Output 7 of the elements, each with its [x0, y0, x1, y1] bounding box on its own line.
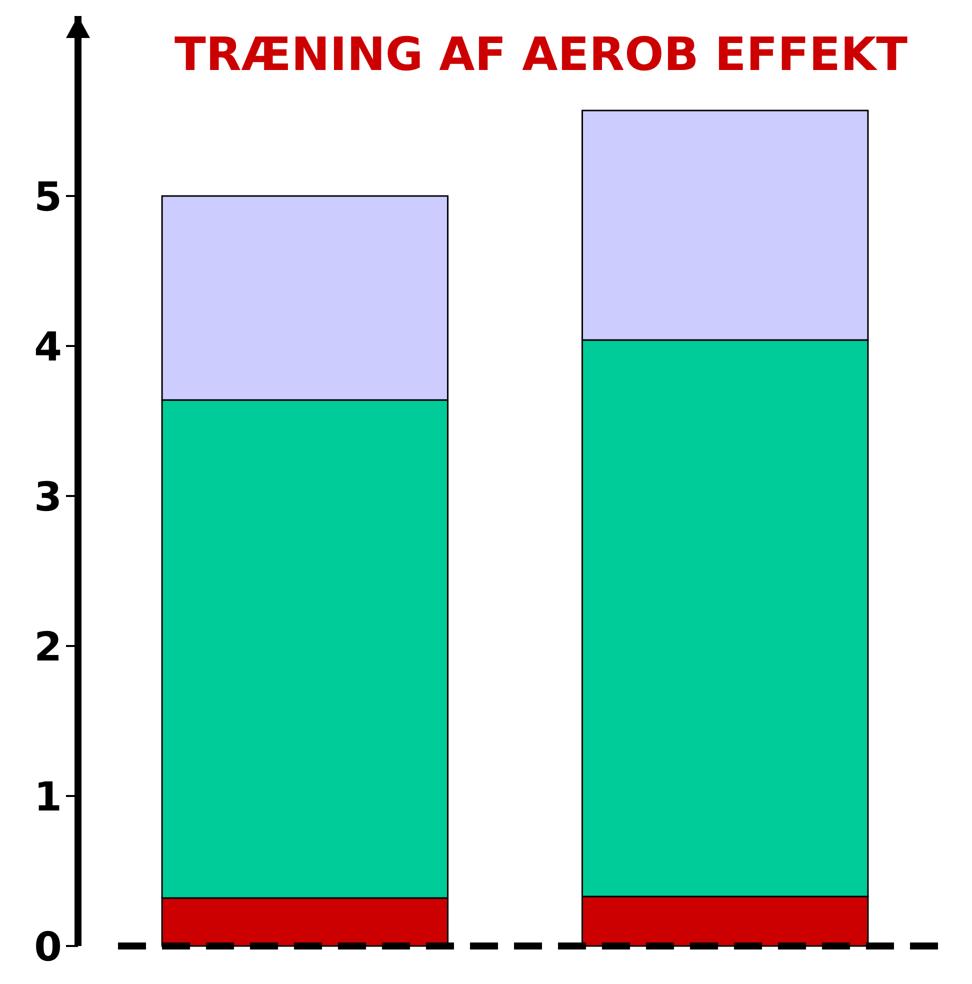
y-tick-label: 4: [34, 324, 62, 370]
chart-title: TRÆNING AF AEROB EFFEKT: [174, 27, 908, 81]
y-tick-label: 1: [34, 774, 62, 820]
y-tick-label: 5: [34, 174, 62, 220]
y-tick-label: 3: [34, 474, 62, 520]
y-tick-label: 0: [34, 924, 62, 970]
y-tick-label: 2: [34, 624, 62, 670]
